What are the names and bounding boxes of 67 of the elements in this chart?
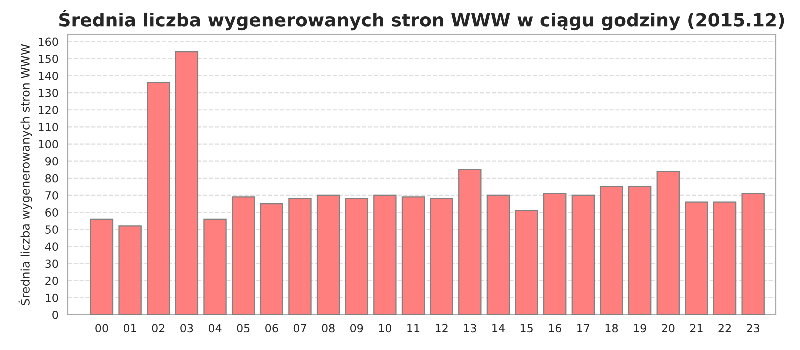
x-tick-label: 10 [379,324,392,333]
x-tick-label: 03 [180,324,194,333]
bar [316,194,340,315]
x-tick-label: 04 [208,324,222,333]
y-tick-label: 40 [45,242,58,252]
x-tick-label: 18 [606,324,618,333]
x-tick-label: 09 [350,324,364,333]
bar [458,169,482,315]
bar [685,202,708,315]
bar [572,194,596,315]
bar [628,186,652,315]
bar [430,198,454,315]
bar [118,226,142,315]
bar [656,171,680,315]
y-tick-label: 10 [46,294,58,302]
x-tick-label: 05 [237,324,250,333]
x-tick-label: 01 [124,324,136,333]
y-tick-label: 80 [46,174,58,183]
x-tick-label: 14 [492,324,505,332]
bar [345,198,368,315]
y-tick-label: 140 [38,72,58,80]
chart-title: Średnia liczba wygenerowanych stron WWW w ciągu godziny (2015.12) [60,10,784,31]
y-tick-label: 20 [46,276,58,286]
bar [90,218,114,315]
y-tick-label: 120 [38,106,58,114]
x-tick-label: 13 [464,324,476,333]
y-tick-label: 160 [38,38,58,46]
bar [204,218,227,315]
x-tick-label: 20 [662,324,675,333]
x-tick-label: 08 [322,324,335,333]
y-tick-label: 0 [52,310,58,320]
bar [260,203,284,315]
y-tick-label: 50 [46,226,58,234]
x-tick-label: 12 [436,324,448,332]
x-tick-label: 11 [408,324,420,332]
x-tick-label: 16 [549,324,562,333]
x-tick-label: 19 [634,324,646,333]
bar [544,193,567,315]
x-tick-label: 06 [266,324,278,333]
bar [232,196,256,315]
x-tick-label: 02 [152,324,165,333]
bar [288,198,312,315]
y-axis-title: Średnia liczba wygenerowanych stron WWW [18,44,32,306]
x-tick-label: 15 [520,324,533,333]
bar [486,194,510,315]
x-tick-label: 00 [96,324,108,333]
y-tick-label: 100 [38,140,58,149]
y-tick-label: 150 [38,54,58,64]
x-tick-label: 07 [294,324,306,333]
x-tick-label: 21 [690,324,703,332]
y-tick-label: 130 [38,89,58,98]
bar [147,82,170,315]
y-tick-label: 70 [46,191,58,200]
y-tick-label: 90 [46,157,58,166]
y-tick-label: 110 [38,123,58,132]
bar [600,186,624,315]
bar [742,193,765,315]
y-tick-label: 30 [46,260,58,268]
bar [713,202,737,315]
bar [175,52,199,315]
y-tick-label: 60 [46,208,58,217]
bar [374,194,397,315]
x-tick-label: 22 [718,324,731,332]
x-tick-label: 23 [747,324,760,333]
bar [515,210,538,315]
x-tick-label: 17 [578,324,590,332]
bar [402,196,426,315]
